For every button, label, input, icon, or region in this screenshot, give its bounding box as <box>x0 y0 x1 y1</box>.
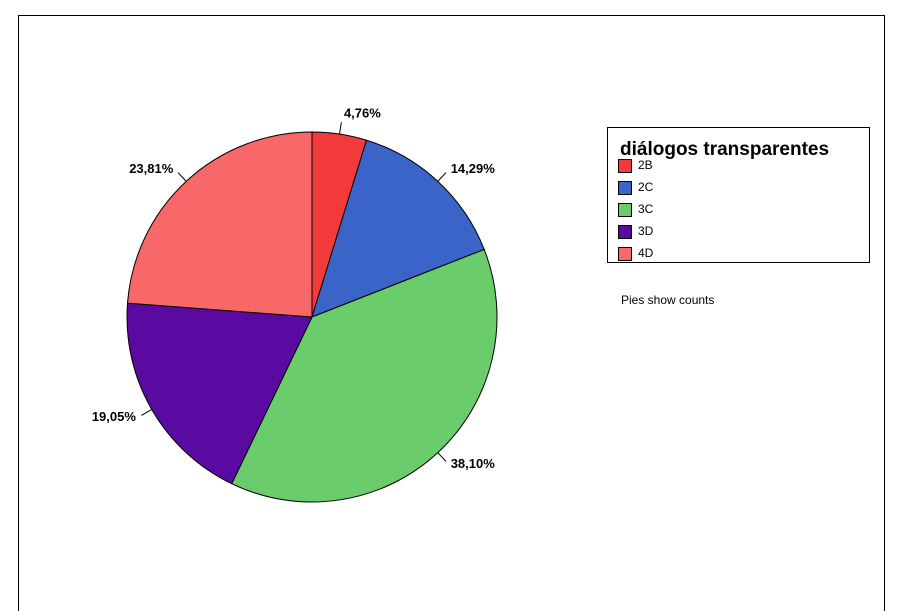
leader-line <box>141 409 153 416</box>
legend-swatch <box>618 181 632 195</box>
legend-label: 2C <box>638 180 654 194</box>
value-label: 19,05% <box>92 409 137 424</box>
legend-label: 3D <box>638 224 654 238</box>
pie-slice <box>311 139 485 318</box>
legend-swatch <box>618 225 632 239</box>
legend-title: diálogos transparentes <box>620 139 829 160</box>
leader-line <box>177 172 187 182</box>
legend-label: 2B <box>638 158 653 172</box>
pie-slice <box>126 131 313 318</box>
value-label: 14,29% <box>451 161 496 176</box>
legend-swatch <box>618 203 632 217</box>
leader-line <box>339 122 342 135</box>
value-label: 38,10% <box>451 456 496 471</box>
leader-line <box>437 172 447 182</box>
pie-slice <box>126 302 313 485</box>
legend-box <box>607 127 870 263</box>
value-label: 4,76% <box>344 106 381 121</box>
legend-label: 4D <box>638 246 654 260</box>
value-label: 23,81% <box>129 161 174 176</box>
legend-swatch <box>618 159 632 173</box>
leader-line <box>437 452 447 462</box>
legend-label: 3C <box>638 202 654 216</box>
legend-swatch <box>618 247 632 261</box>
annotation: Pies show counts <box>621 293 714 307</box>
